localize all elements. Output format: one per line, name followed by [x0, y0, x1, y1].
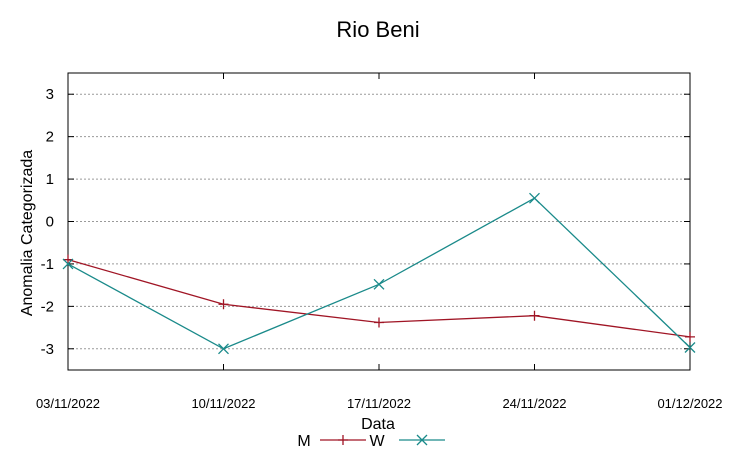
x-tick-label: 17/11/2022: [347, 396, 411, 411]
data-point-m: [218, 299, 229, 310]
series-layer: [62, 192, 696, 355]
data-point-w: [218, 343, 229, 355]
x-axis-label: Data: [361, 416, 395, 433]
data-point-m: [374, 317, 384, 328]
legend-marker-m: [338, 435, 348, 445]
x-tick-label: 24/11/2022: [502, 396, 566, 411]
y-tick-label: 3: [46, 86, 54, 103]
data-point-w: [373, 278, 385, 290]
x-tick-label: 10/11/2022: [191, 396, 255, 411]
data-point-m: [529, 310, 540, 321]
series-m: [63, 254, 695, 342]
y-axis-label: Anomalia Categorizada: [19, 150, 36, 316]
y-axis-ticks: 3 2 1 0 -1 -2 -3: [41, 86, 690, 358]
legend-label-m: M: [297, 433, 310, 450]
x-tick-label: 01/12/2022: [657, 396, 722, 411]
y-tick-label: -3: [41, 341, 54, 358]
legend-marker-w: [416, 434, 428, 446]
y-tick-label: 0: [46, 214, 54, 231]
y-tick-label: 1: [46, 171, 54, 188]
data-point-w: [684, 342, 696, 353]
y-tick-label: 2: [46, 129, 54, 146]
series-w: [62, 192, 696, 355]
y-tick-label: -2: [41, 298, 54, 315]
y-tick-label: -1: [41, 256, 54, 273]
x-axis-ticks: 03/11/2022 10/11/2022 17/11/2022 24/11/2022…: [36, 73, 723, 411]
data-point-m: [685, 331, 695, 342]
legend-label-w: W: [369, 433, 385, 450]
chart-title: Rio Beni: [336, 17, 419, 42]
x-tick-label: 03/11/2022: [36, 396, 100, 411]
data-point-w: [529, 192, 540, 204]
grid-lines: [68, 93, 690, 350]
data-point-w: [62, 258, 74, 270]
